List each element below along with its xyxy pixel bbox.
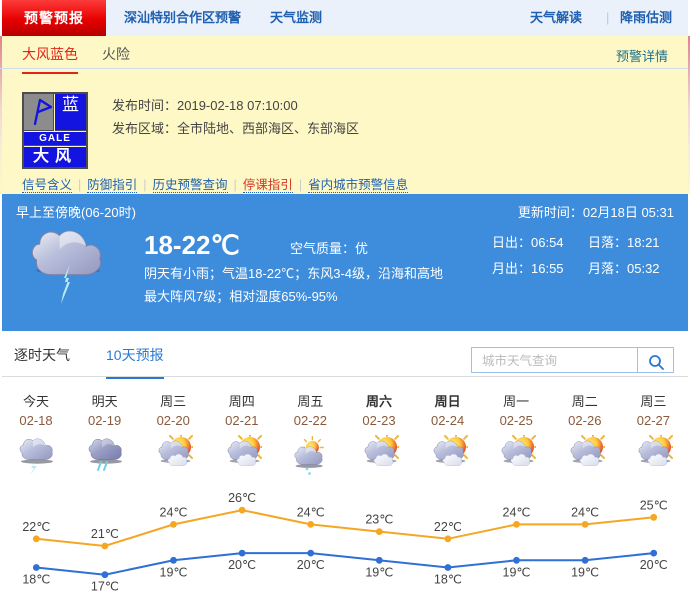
svg-text:23℃: 23℃ (365, 513, 393, 527)
svg-text:19℃: 19℃ (503, 565, 531, 579)
svg-text:17℃: 17℃ (91, 580, 119, 594)
svg-text:25℃: 25℃ (640, 498, 668, 512)
svg-text:26℃: 26℃ (228, 491, 256, 505)
svg-text:22℃: 22℃ (434, 520, 462, 534)
svg-text:20℃: 20℃ (228, 558, 256, 572)
svg-text:24℃: 24℃ (503, 505, 531, 519)
svg-text:24℃: 24℃ (571, 505, 599, 519)
svg-text:24℃: 24℃ (160, 505, 188, 519)
svg-text:18℃: 18℃ (22, 573, 50, 587)
svg-text:19℃: 19℃ (160, 565, 188, 579)
svg-text:18℃: 18℃ (434, 573, 462, 587)
svg-text:22℃: 22℃ (22, 520, 50, 534)
svg-text:21℃: 21℃ (91, 527, 119, 541)
svg-text:20℃: 20℃ (640, 558, 668, 572)
svg-text:20℃: 20℃ (297, 558, 325, 572)
svg-text:19℃: 19℃ (365, 565, 393, 579)
svg-text:19℃: 19℃ (571, 565, 599, 579)
svg-text:24℃: 24℃ (297, 505, 325, 519)
